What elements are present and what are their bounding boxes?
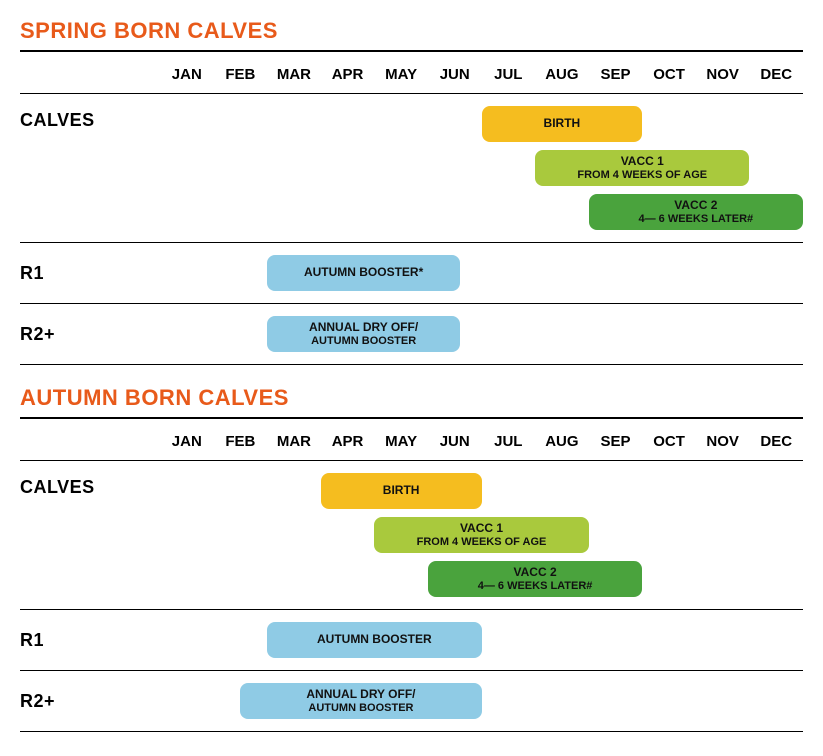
- month-cell: SEP: [589, 62, 643, 87]
- month-cell: JUL: [481, 429, 535, 454]
- band-label: BIRTH: [544, 117, 581, 130]
- band-row: VACC 1FROM 4 WEEKS OF AGE: [160, 148, 803, 188]
- month-header-row: JANFEBMARAPRMAYJUNJULAUGSEPOCTNOVDEC: [20, 62, 803, 87]
- month-cell: OCT: [642, 62, 696, 87]
- band-stack-area: BIRTH VACC 1FROM 4 WEEKS OF AGE VACC 24— 6…: [160, 467, 803, 603]
- vaccination-schedule-chart: SPRING BORN CALVESJANFEBMARAPRMAYJUNJULA…: [20, 18, 803, 732]
- band-sublabel: 4— 6 WEEKS LATER#: [478, 580, 593, 592]
- section-title: AUTUMN BORN CALVES: [20, 385, 803, 411]
- timeline-band: BIRTH: [321, 473, 482, 509]
- month-cell: AUG: [535, 62, 589, 87]
- group-label: CALVES: [20, 100, 160, 131]
- month-cell: FEB: [214, 429, 268, 454]
- group-row: R2+ ANNUAL DRY OFF/AUTUMN BOOSTER: [20, 310, 803, 358]
- month-cell: APR: [321, 62, 375, 87]
- month-cell: FEB: [214, 62, 268, 87]
- month-cell: APR: [321, 429, 375, 454]
- band-row: VACC 24— 6 WEEKS LATER#: [160, 559, 803, 599]
- timeline-band: AUTUMN BOOSTER: [267, 622, 481, 658]
- band-stack-area: BIRTH VACC 1FROM 4 WEEKS OF AGE VACC 24— 6…: [160, 100, 803, 236]
- timeline-band: AUTUMN BOOSTER*: [267, 255, 460, 291]
- group-label: R1: [20, 263, 160, 284]
- band-row: VACC 1FROM 4 WEEKS OF AGE: [160, 515, 803, 555]
- group-row: R1 AUTUMN BOOSTER*: [20, 249, 803, 297]
- month-cell: JUN: [428, 62, 482, 87]
- band-row: VACC 24— 6 WEEKS LATER#: [160, 192, 803, 232]
- group-label: CALVES: [20, 467, 160, 498]
- timeline-band: ANNUAL DRY OFF/AUTUMN BOOSTER: [267, 316, 460, 352]
- group-label: R1: [20, 630, 160, 651]
- month-cell: MAY: [374, 429, 428, 454]
- band-label: AUTUMN BOOSTER: [317, 633, 432, 646]
- month-cell: AUG: [535, 429, 589, 454]
- group-row: R1 AUTUMN BOOSTER: [20, 616, 803, 664]
- group-label: R2+: [20, 691, 160, 712]
- month-cell: NOV: [696, 429, 750, 454]
- band-label: VACC 1: [460, 522, 503, 535]
- month-cell: MAR: [267, 429, 321, 454]
- month-cell: JUN: [428, 429, 482, 454]
- month-cell: JAN: [160, 429, 214, 454]
- timeline-band: ANNUAL DRY OFF/AUTUMN BOOSTER: [240, 683, 481, 719]
- month-cell: SEP: [589, 429, 643, 454]
- band-label: BIRTH: [383, 484, 420, 497]
- month-cell: JAN: [160, 62, 214, 87]
- band-row: BIRTH: [160, 104, 803, 144]
- band-sublabel: FROM 4 WEEKS OF AGE: [417, 536, 547, 548]
- group-label: R2+: [20, 324, 160, 345]
- band-sublabel: FROM 4 WEEKS OF AGE: [577, 169, 707, 181]
- month-cell: NOV: [696, 62, 750, 87]
- group-block: CALVESBIRTHVACC 1FROM 4 WEEKS OF AGEVACC…: [20, 100, 803, 236]
- timeline-band: VACC 24— 6 WEEKS LATER#: [428, 561, 642, 597]
- band-row: AUTUMN BOOSTER*: [160, 253, 803, 293]
- band-label: ANNUAL DRY OFF/: [309, 321, 418, 334]
- month-cell: JUL: [481, 62, 535, 87]
- timeline-band: VACC 1FROM 4 WEEKS OF AGE: [535, 150, 749, 186]
- band-label: VACC 1: [621, 155, 664, 168]
- band-sublabel: 4— 6 WEEKS LATER#: [638, 213, 753, 225]
- group-row: R2+ ANNUAL DRY OFF/AUTUMN BOOSTER: [20, 677, 803, 725]
- month-cell: DEC: [749, 429, 803, 454]
- month-cell: DEC: [749, 62, 803, 87]
- band-row: BIRTH: [160, 471, 803, 511]
- band-label: ANNUAL DRY OFF/: [306, 688, 415, 701]
- group-block: CALVESBIRTHVACC 1FROM 4 WEEKS OF AGEVACC…: [20, 467, 803, 603]
- timeline-band: VACC 1FROM 4 WEEKS OF AGE: [374, 517, 588, 553]
- band-label: VACC 2: [674, 199, 717, 212]
- timeline-band: VACC 24— 6 WEEKS LATER#: [589, 194, 803, 230]
- month-cell: MAY: [374, 62, 428, 87]
- band-row: ANNUAL DRY OFF/AUTUMN BOOSTER: [160, 314, 803, 354]
- band-row: ANNUAL DRY OFF/AUTUMN BOOSTER: [160, 681, 803, 721]
- band-row: AUTUMN BOOSTER: [160, 620, 803, 660]
- band-label: AUTUMN BOOSTER*: [304, 266, 423, 279]
- month-cell: MAR: [267, 62, 321, 87]
- band-sublabel: AUTUMN BOOSTER: [311, 335, 416, 347]
- month-header-row: JANFEBMARAPRMAYJUNJULAUGSEPOCTNOVDEC: [20, 429, 803, 454]
- month-cell: OCT: [642, 429, 696, 454]
- section-spacer: [20, 371, 803, 385]
- section-title: SPRING BORN CALVES: [20, 18, 803, 44]
- band-label: VACC 2: [514, 566, 557, 579]
- timeline-band: BIRTH: [482, 106, 643, 142]
- band-sublabel: AUTUMN BOOSTER: [308, 702, 413, 714]
